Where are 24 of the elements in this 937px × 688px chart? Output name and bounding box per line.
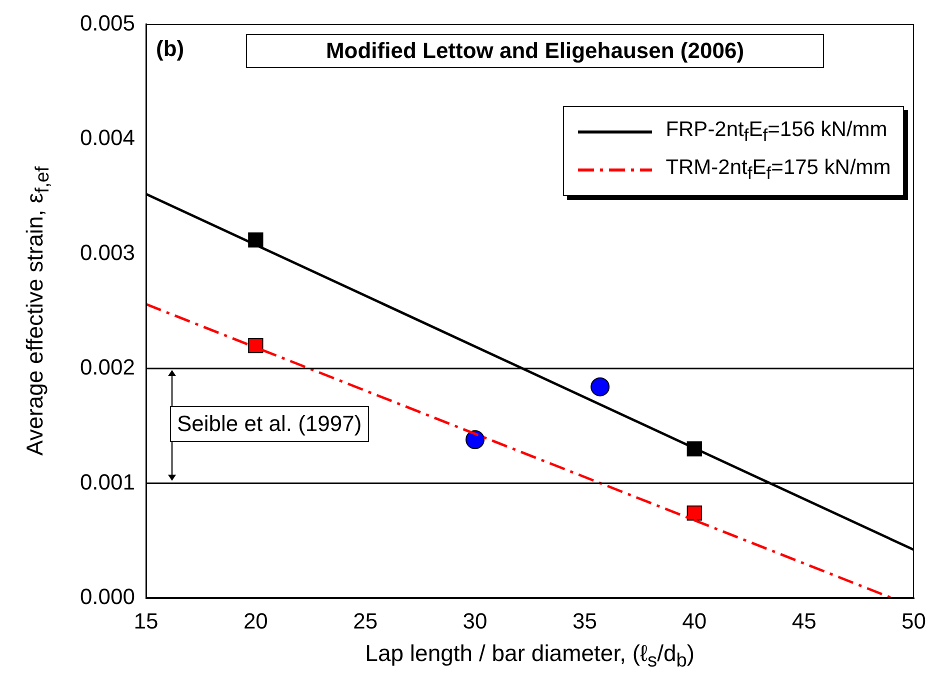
x-tick-label: 45: [792, 608, 816, 634]
x-tick-label: 30: [462, 608, 488, 634]
x-tick-label: 40: [682, 608, 707, 634]
x-tick-label: 35: [572, 608, 597, 634]
point: [590, 377, 610, 396]
legend-label: FRP-2nt$_{f}$E$_{f}$=156 kN/mm: [666, 118, 888, 146]
y-tick-label: 0.002: [80, 354, 135, 380]
y-tick-label: 0.003: [80, 240, 135, 265]
x-tick-label: 25: [353, 608, 378, 634]
y-tick-label: 0.005: [80, 10, 135, 36]
text: Modified Lettow and Eligehausen (2006): [246, 34, 824, 68]
y-tick-label: 0.001: [80, 469, 135, 494]
annotation: (b): [156, 36, 184, 62]
x-tick-label: 15: [134, 608, 158, 634]
annotation: Seible et al. (1997): [170, 406, 369, 442]
point: [466, 430, 485, 450]
y-tick-label: 0.000: [80, 584, 135, 610]
y-tick-label: 0.004: [80, 125, 135, 150]
x-axis-title: Lap length / bar diameter, (ℓ$_{s}$/d$_{b}$): [365, 640, 695, 673]
legend-label: TRM-2nt$_{f}$E$_{f}$=175 kN/mm: [666, 156, 891, 184]
point: [248, 338, 264, 354]
point: [686, 506, 702, 521]
x-tick-label: 20: [243, 608, 268, 634]
x-tick-label: 50: [902, 608, 926, 634]
